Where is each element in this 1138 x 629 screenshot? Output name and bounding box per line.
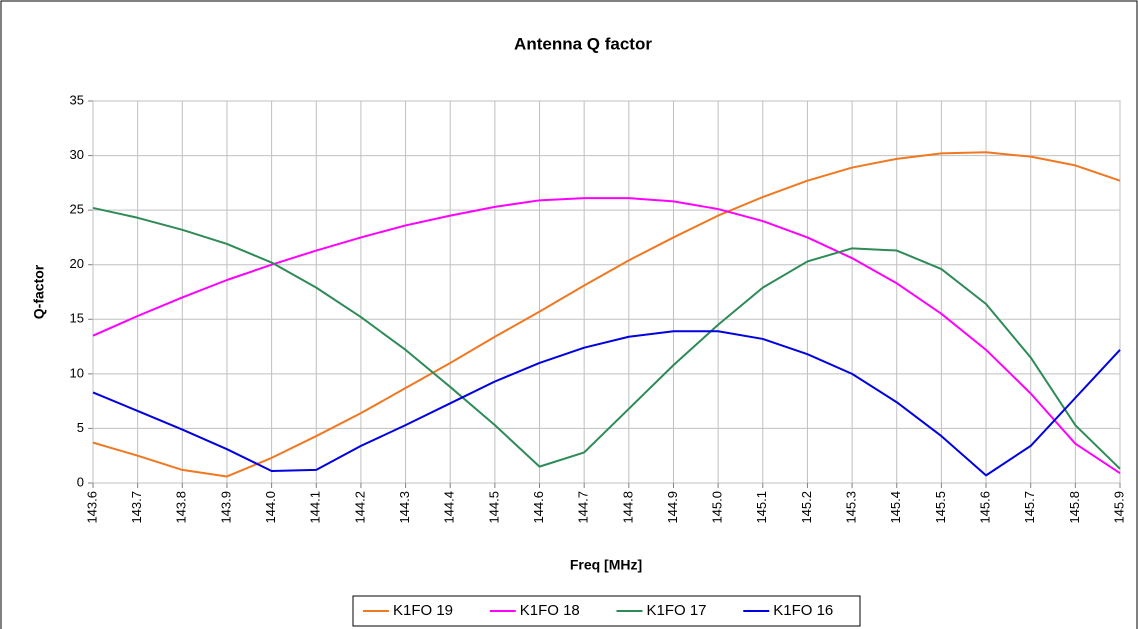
y-tick-label: 5 <box>77 420 84 435</box>
x-tick-label: 145.6 <box>977 491 992 524</box>
y-tick-label: 0 <box>77 474 84 489</box>
series-line <box>92 151 1121 478</box>
x-tick-label: 144.8 <box>620 491 635 524</box>
x-tick-label: 145.5 <box>933 491 948 524</box>
x-tick-label: 143.7 <box>129 491 144 524</box>
x-tick-label: 143.6 <box>84 491 99 524</box>
x-tick-label: 144.6 <box>531 491 546 524</box>
x-tick-label: 145.8 <box>1067 491 1082 524</box>
x-tick-label: 145.4 <box>888 491 903 524</box>
y-tick-label: 35 <box>70 92 84 107</box>
x-tick-label: 145.3 <box>844 491 859 524</box>
series-line <box>92 197 1121 475</box>
legend-label: K1FO 18 <box>520 602 580 619</box>
chart-title: Antenna Q factor <box>514 34 652 53</box>
x-tick-label: 143.8 <box>174 491 189 524</box>
x-tick-label: 144.4 <box>442 491 457 524</box>
x-axis-title: Freq [MHz] <box>570 557 642 573</box>
x-tick-label: 144.9 <box>665 491 680 524</box>
x-tick-label: 144.7 <box>576 491 591 524</box>
legend-label: K1FO 17 <box>647 602 707 619</box>
x-tick-label: 144.5 <box>486 491 501 524</box>
x-tick-label: 145.1 <box>754 491 769 524</box>
x-tick-label: 144.2 <box>352 491 367 524</box>
legend-label: K1FO 19 <box>393 602 453 619</box>
y-tick-label: 25 <box>70 202 84 217</box>
plot-area <box>92 100 1121 484</box>
x-tick-label: 145.7 <box>1022 491 1037 524</box>
x-tick-label: 145.9 <box>1111 491 1126 524</box>
x-tick-label: 145.0 <box>710 491 725 524</box>
x-tick-label: 145.2 <box>799 491 814 524</box>
y-tick-label: 10 <box>70 365 84 380</box>
y-tick-label: 15 <box>70 311 84 326</box>
legend-box <box>352 595 861 627</box>
series-line <box>92 206 1121 470</box>
x-tick-label: 143.9 <box>218 491 233 524</box>
x-tick-label: 144.3 <box>397 491 412 524</box>
legend-label: K1FO 16 <box>773 602 833 619</box>
y-tick-label: 30 <box>70 147 84 162</box>
series-line <box>92 330 1121 477</box>
x-tick-label: 144.0 <box>263 491 278 524</box>
y-axis-title: Q-factor <box>31 264 47 319</box>
x-tick-label: 144.1 <box>308 491 323 524</box>
y-tick-label: 20 <box>70 256 84 271</box>
